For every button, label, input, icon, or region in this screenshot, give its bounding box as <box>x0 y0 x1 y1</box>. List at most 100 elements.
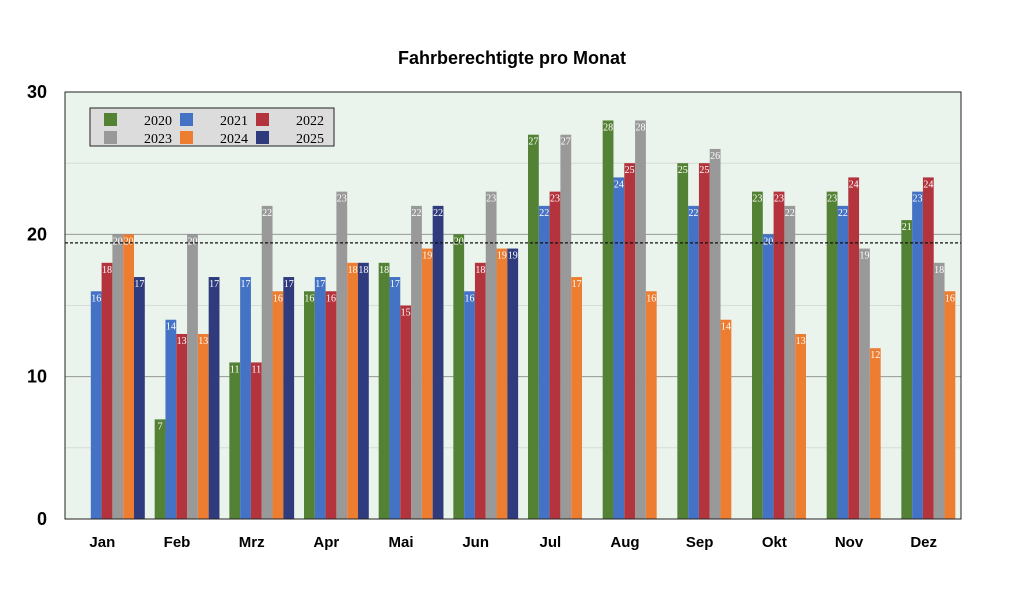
bar-2023-Jul <box>560 134 572 519</box>
bar-2020-Mrz <box>229 362 241 519</box>
data-label: 24 <box>923 179 933 190</box>
data-label: 22 <box>539 208 549 219</box>
data-label: 21 <box>902 222 912 233</box>
data-label: 16 <box>465 293 475 304</box>
data-label: 18 <box>102 265 112 276</box>
data-label: 17 <box>315 279 325 290</box>
bar-2021-Okt <box>762 234 774 520</box>
data-label: 18 <box>348 265 358 276</box>
data-label: 23 <box>337 194 347 205</box>
data-label: 25 <box>625 165 635 176</box>
bar-2023-Jan <box>112 234 124 520</box>
plot-border <box>64 91 962 520</box>
data-label: 13 <box>198 336 208 347</box>
bar-2020-Feb <box>154 419 166 519</box>
data-label: 19 <box>497 251 507 262</box>
bar-2021-Aug <box>613 177 625 519</box>
data-label: 25 <box>678 165 688 176</box>
data-label: 28 <box>635 122 645 133</box>
legend-label-2024: 2024 <box>220 132 248 147</box>
bar-2023-Aug <box>635 120 646 519</box>
x-tick-label: Jan <box>89 534 115 551</box>
data-label: 16 <box>326 293 336 304</box>
data-label: 22 <box>411 208 421 219</box>
bar-2025-Feb <box>208 277 220 519</box>
data-label: 20 <box>124 236 134 247</box>
bar-2020-Aug <box>602 120 614 519</box>
data-label: 17 <box>390 279 400 290</box>
bar-2024-Mai <box>421 248 433 520</box>
data-label: 22 <box>262 208 272 219</box>
bar-2024-Feb <box>197 333 209 519</box>
bar-2021-Mrz <box>240 277 251 519</box>
x-tick-label: Apr <box>313 534 339 551</box>
y-tick-label: 30 <box>27 82 47 102</box>
bar-2022-Jun <box>474 262 486 519</box>
data-label: 17 <box>241 279 251 290</box>
bar-2021-Nov <box>837 205 849 519</box>
data-label: 17 <box>134 279 144 290</box>
bar-2020-Jul <box>528 134 539 519</box>
legend-swatch-2021 <box>180 113 193 126</box>
x-tick-label: Jul <box>539 534 561 551</box>
data-label: 27 <box>528 137 538 148</box>
data-label: 16 <box>945 293 955 304</box>
legend-swatch-2025 <box>256 131 269 144</box>
data-label: 18 <box>358 265 368 276</box>
legend-swatch-2020 <box>104 113 117 126</box>
bar-2023-Sep <box>709 148 721 519</box>
data-label: 20 <box>763 236 773 247</box>
data-label: 12 <box>870 350 880 361</box>
bar-2020-Mai <box>378 262 390 519</box>
bar-2024-Aug <box>645 291 657 519</box>
x-tick-label: Aug <box>610 534 639 551</box>
bar-2023-Mai <box>411 205 422 519</box>
data-label: 16 <box>273 293 283 304</box>
data-label: 24 <box>614 179 624 190</box>
bar-2022-Jan <box>101 262 113 519</box>
data-label: 7 <box>158 421 163 432</box>
x-tick-label: Feb <box>164 534 191 551</box>
data-label: 18 <box>934 265 944 276</box>
bar-2023-Okt <box>784 205 796 519</box>
bar-2022-Jul <box>549 191 561 519</box>
x-tick-label: Sep <box>686 534 714 551</box>
bar-2021-Jun <box>464 291 475 519</box>
data-label: 22 <box>838 208 848 219</box>
bar-2022-Okt <box>773 191 785 519</box>
data-label: 18 <box>379 265 389 276</box>
x-tick-label: Mrz <box>239 534 265 551</box>
legend-swatch-2023 <box>104 131 117 144</box>
data-label: 17 <box>284 279 294 290</box>
bar-2020-Nov <box>826 191 838 519</box>
bar-2021-Feb <box>165 319 177 519</box>
data-label: 15 <box>401 308 411 319</box>
data-label: 19 <box>422 251 432 262</box>
bar-2020-Okt <box>752 191 763 519</box>
legend-swatch-2024 <box>180 131 193 144</box>
bar-2023-Feb <box>187 234 198 520</box>
data-label: 20 <box>187 236 197 247</box>
bar-2023-Nov <box>859 248 870 520</box>
data-label: 16 <box>91 293 101 304</box>
bar-2022-Feb <box>176 333 188 519</box>
data-label: 22 <box>433 208 443 219</box>
bar-2024-Jan <box>123 234 134 520</box>
data-label: 11 <box>252 364 262 375</box>
bar-2023-Jun <box>485 191 497 519</box>
legend-label-2020: 2020 <box>144 114 172 129</box>
bar-2024-Jun <box>496 248 508 520</box>
y-tick-label: 10 <box>27 367 47 387</box>
bar-2025-Jun <box>507 248 519 520</box>
bar-2024-Mrz <box>272 291 284 519</box>
bar-2022-Dez <box>922 177 934 519</box>
y-tick-label: 20 <box>27 224 47 244</box>
data-label: 14 <box>166 322 176 333</box>
bar-2020-Sep <box>677 163 689 519</box>
data-label: 24 <box>849 179 859 190</box>
data-label: 20 <box>113 236 123 247</box>
data-label: 11 <box>230 364 240 375</box>
data-label: 23 <box>774 194 784 205</box>
